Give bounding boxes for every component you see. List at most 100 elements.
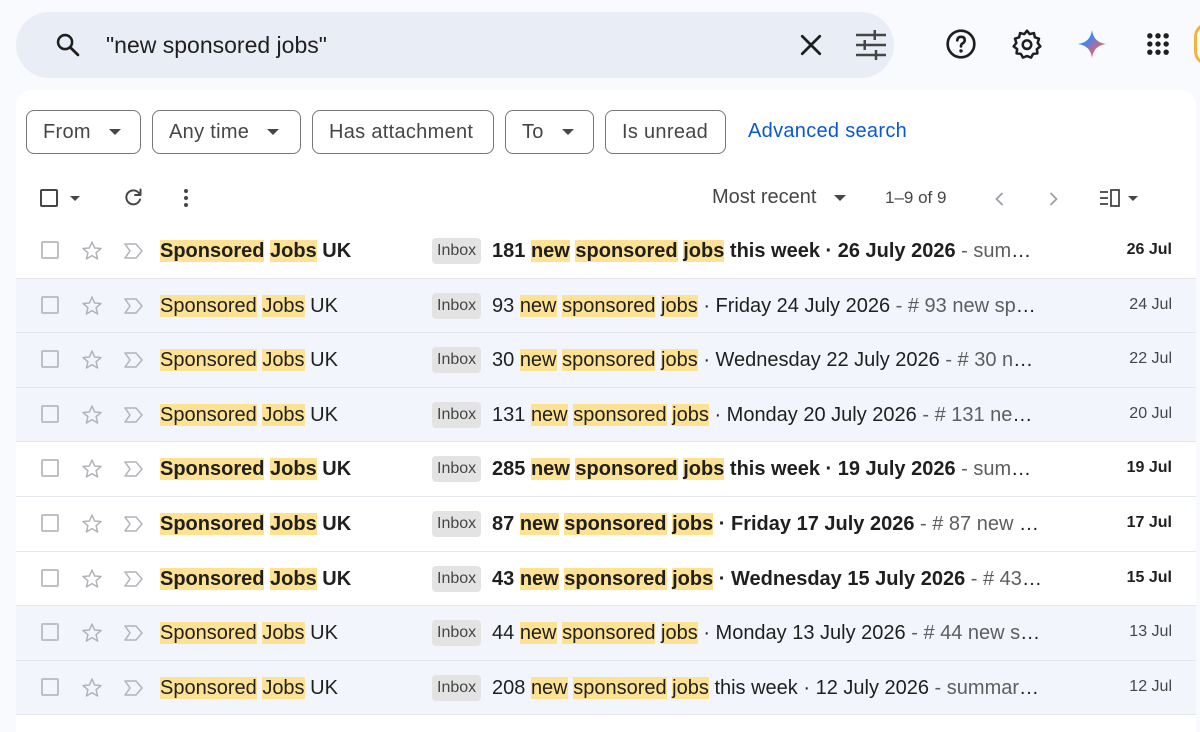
subject: 30 new sponsored jobs · Wednesday 22 Jul… — [492, 349, 940, 372]
clear-icon[interactable] — [796, 30, 826, 60]
star-icon[interactable] — [80, 621, 104, 645]
star-icon[interactable] — [80, 403, 104, 427]
subject-rest: · Wednesday 22 July 2026 — [703, 349, 940, 372]
star-icon[interactable] — [80, 676, 104, 700]
snippet: summary of this week's new sponsored job… — [973, 240, 1044, 262]
advanced-search-link[interactable]: Advanced search — [748, 120, 908, 142]
highlighted-term: new — [530, 240, 570, 262]
sort-menu[interactable]: Most recent — [712, 186, 847, 209]
avatar[interactable] — [1194, 22, 1200, 66]
highlighted-term: sponsored — [562, 622, 656, 645]
sender-name: Sponsored Jobs UK — [160, 240, 351, 263]
table-row[interactable]: Sponsored Jobs UK Inbox 93 new sponsored… — [16, 278, 1196, 334]
row-checkbox[interactable] — [41, 513, 59, 532]
star-icon[interactable] — [80, 348, 104, 372]
highlighted-term: sponsored — [573, 403, 667, 426]
highlighted-term: Sponsored — [160, 622, 257, 645]
chevron-right-icon[interactable] — [1041, 187, 1065, 211]
important-icon[interactable] — [121, 568, 145, 590]
message-date: 24 Jul — [1129, 295, 1172, 313]
table-row[interactable]: Sponsored Jobs UK Inbox 43 new sponsored… — [16, 551, 1196, 607]
sender-suffix: UK — [322, 240, 352, 262]
to-filter-chip[interactable]: To — [505, 110, 594, 154]
tune-icon[interactable] — [854, 30, 888, 60]
important-icon[interactable] — [121, 240, 145, 262]
job-count: 285 — [492, 458, 526, 481]
from-filter-chip[interactable]: From — [26, 110, 141, 154]
highlighted-term: jobs — [672, 512, 714, 535]
row-checkbox[interactable] — [41, 459, 59, 478]
inbox-label[interactable]: Inbox — [432, 620, 482, 647]
subject: 131 new sponsored jobs · Monday 20 July … — [492, 403, 917, 426]
star-icon[interactable] — [80, 457, 104, 481]
snippet: summary of this week's new sponsored job… — [973, 458, 1044, 481]
important-icon[interactable] — [121, 513, 145, 535]
important-icon[interactable] — [121, 622, 145, 644]
split-pane-toggle[interactable] — [1098, 185, 1138, 211]
highlighted-term: Sponsored — [160, 403, 257, 426]
highlighted-term: Sponsored — [160, 567, 265, 590]
highlighted-term: sponsored — [575, 240, 678, 262]
any-time-filter-chip[interactable]: Any time — [152, 110, 301, 154]
row-checkbox[interactable] — [41, 404, 59, 423]
is-unread-filter-chip[interactable]: Is unread — [605, 110, 726, 154]
help-icon[interactable] — [944, 27, 978, 61]
inbox-label[interactable]: Inbox — [432, 674, 482, 701]
important-icon[interactable] — [121, 677, 145, 699]
star-icon[interactable] — [80, 294, 104, 318]
inbox-label[interactable]: Inbox — [432, 456, 482, 483]
apps-icon[interactable] — [1141, 27, 1175, 61]
inbox-label[interactable]: Inbox — [432, 347, 482, 374]
subject-and-snippet: 87 new sponsored jobs · Friday 17 July 2… — [492, 512, 1044, 536]
settings-icon[interactable] — [1010, 27, 1044, 61]
chevron-down-icon — [561, 129, 574, 135]
row-checkbox[interactable] — [41, 241, 59, 259]
row-checkbox[interactable] — [41, 677, 59, 696]
job-count: 44 — [492, 622, 515, 645]
table-row[interactable]: Sponsored Jobs UK Inbox 131 new sponsore… — [16, 387, 1196, 443]
inbox-label[interactable]: Inbox — [432, 565, 482, 592]
subject-and-snippet: 285 new sponsored jobs this week · 19 Ju… — [492, 458, 1044, 481]
star-icon[interactable] — [80, 567, 104, 591]
search-icon[interactable] — [54, 31, 82, 59]
search-bar — [16, 12, 894, 78]
table-row[interactable]: Sponsored Jobs UK Inbox 87 new sponsored… — [16, 496, 1196, 552]
table-row[interactable]: Sponsored Jobs UK Inbox 208 new sponsore… — [16, 660, 1196, 716]
subject-rest: this week · 26 July 2026 — [729, 240, 956, 262]
table-row[interactable]: Sponsored Jobs UK Inbox 285 new sponsore… — [16, 442, 1196, 497]
has-attachment-filter-chip[interactable]: Has attachment — [312, 110, 494, 154]
inbox-label[interactable]: Inbox — [432, 510, 482, 537]
snippet-separator: - — [939, 349, 958, 372]
message-date: 17 Jul — [1126, 513, 1172, 531]
important-icon[interactable] — [121, 458, 145, 480]
select-all-control[interactable] — [40, 185, 80, 211]
row-checkbox[interactable] — [41, 295, 59, 314]
important-icon[interactable] — [121, 404, 145, 426]
subject: 44 new sponsored jobs · Monday 13 July 2… — [492, 622, 906, 645]
table-row[interactable]: Sponsored Jobs UK Inbox 44 new sponsored… — [16, 606, 1196, 661]
chip-label: Any time — [169, 120, 250, 143]
table-row[interactable]: Sponsored Jobs UK Inbox 181 new sponsore… — [16, 224, 1196, 279]
inbox-label[interactable]: Inbox — [432, 292, 482, 319]
star-icon[interactable] — [80, 239, 104, 263]
refresh-icon[interactable] — [121, 185, 145, 211]
table-row[interactable]: Sponsored Jobs UK Inbox 30 new sponsored… — [16, 333, 1196, 388]
highlighted-term: new — [519, 294, 557, 317]
row-checkbox[interactable] — [41, 350, 59, 369]
search-input[interactable] — [106, 28, 746, 62]
select-all-checkbox[interactable] — [40, 189, 58, 207]
more-icon[interactable] — [174, 185, 198, 211]
snippet: # 44 new sponsored jobs — [923, 622, 1044, 645]
important-icon[interactable] — [121, 295, 145, 317]
snippet-separator: - — [965, 567, 983, 590]
row-checkbox[interactable] — [41, 623, 59, 642]
chevron-down-icon[interactable] — [70, 195, 80, 201]
inbox-label[interactable]: Inbox — [432, 401, 482, 428]
important-icon[interactable] — [121, 349, 145, 371]
inbox-label[interactable]: Inbox — [432, 238, 482, 264]
chevron-left-icon[interactable] — [988, 187, 1012, 211]
row-checkbox[interactable] — [41, 568, 59, 587]
star-icon[interactable] — [80, 512, 104, 536]
subject-and-snippet: 208 new sponsored jobs this week · 12 Ju… — [492, 676, 1044, 700]
gemini-icon[interactable] — [1075, 27, 1109, 61]
